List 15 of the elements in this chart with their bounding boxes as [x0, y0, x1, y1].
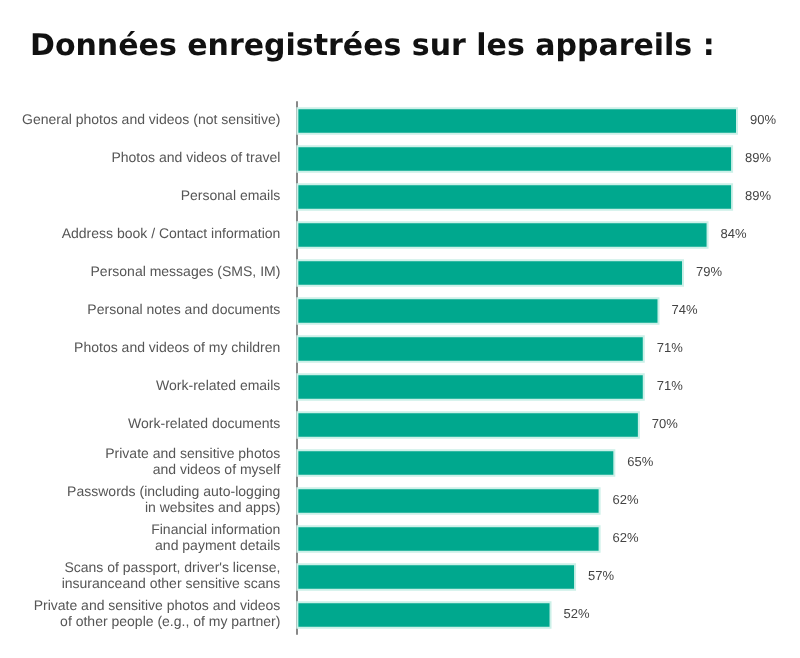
bar [296, 449, 616, 477]
bar [296, 373, 645, 401]
bar [296, 221, 709, 249]
bar [296, 297, 660, 325]
bar [296, 335, 645, 363]
bar [296, 487, 601, 515]
bar [296, 411, 640, 439]
bar [296, 259, 685, 287]
chart-title: Données enregistrées sur les appareils : [30, 27, 715, 63]
bar [296, 145, 734, 173]
bar [296, 601, 552, 629]
bar [296, 183, 734, 211]
bar [296, 563, 577, 591]
bar [296, 107, 738, 135]
bar [296, 525, 601, 553]
